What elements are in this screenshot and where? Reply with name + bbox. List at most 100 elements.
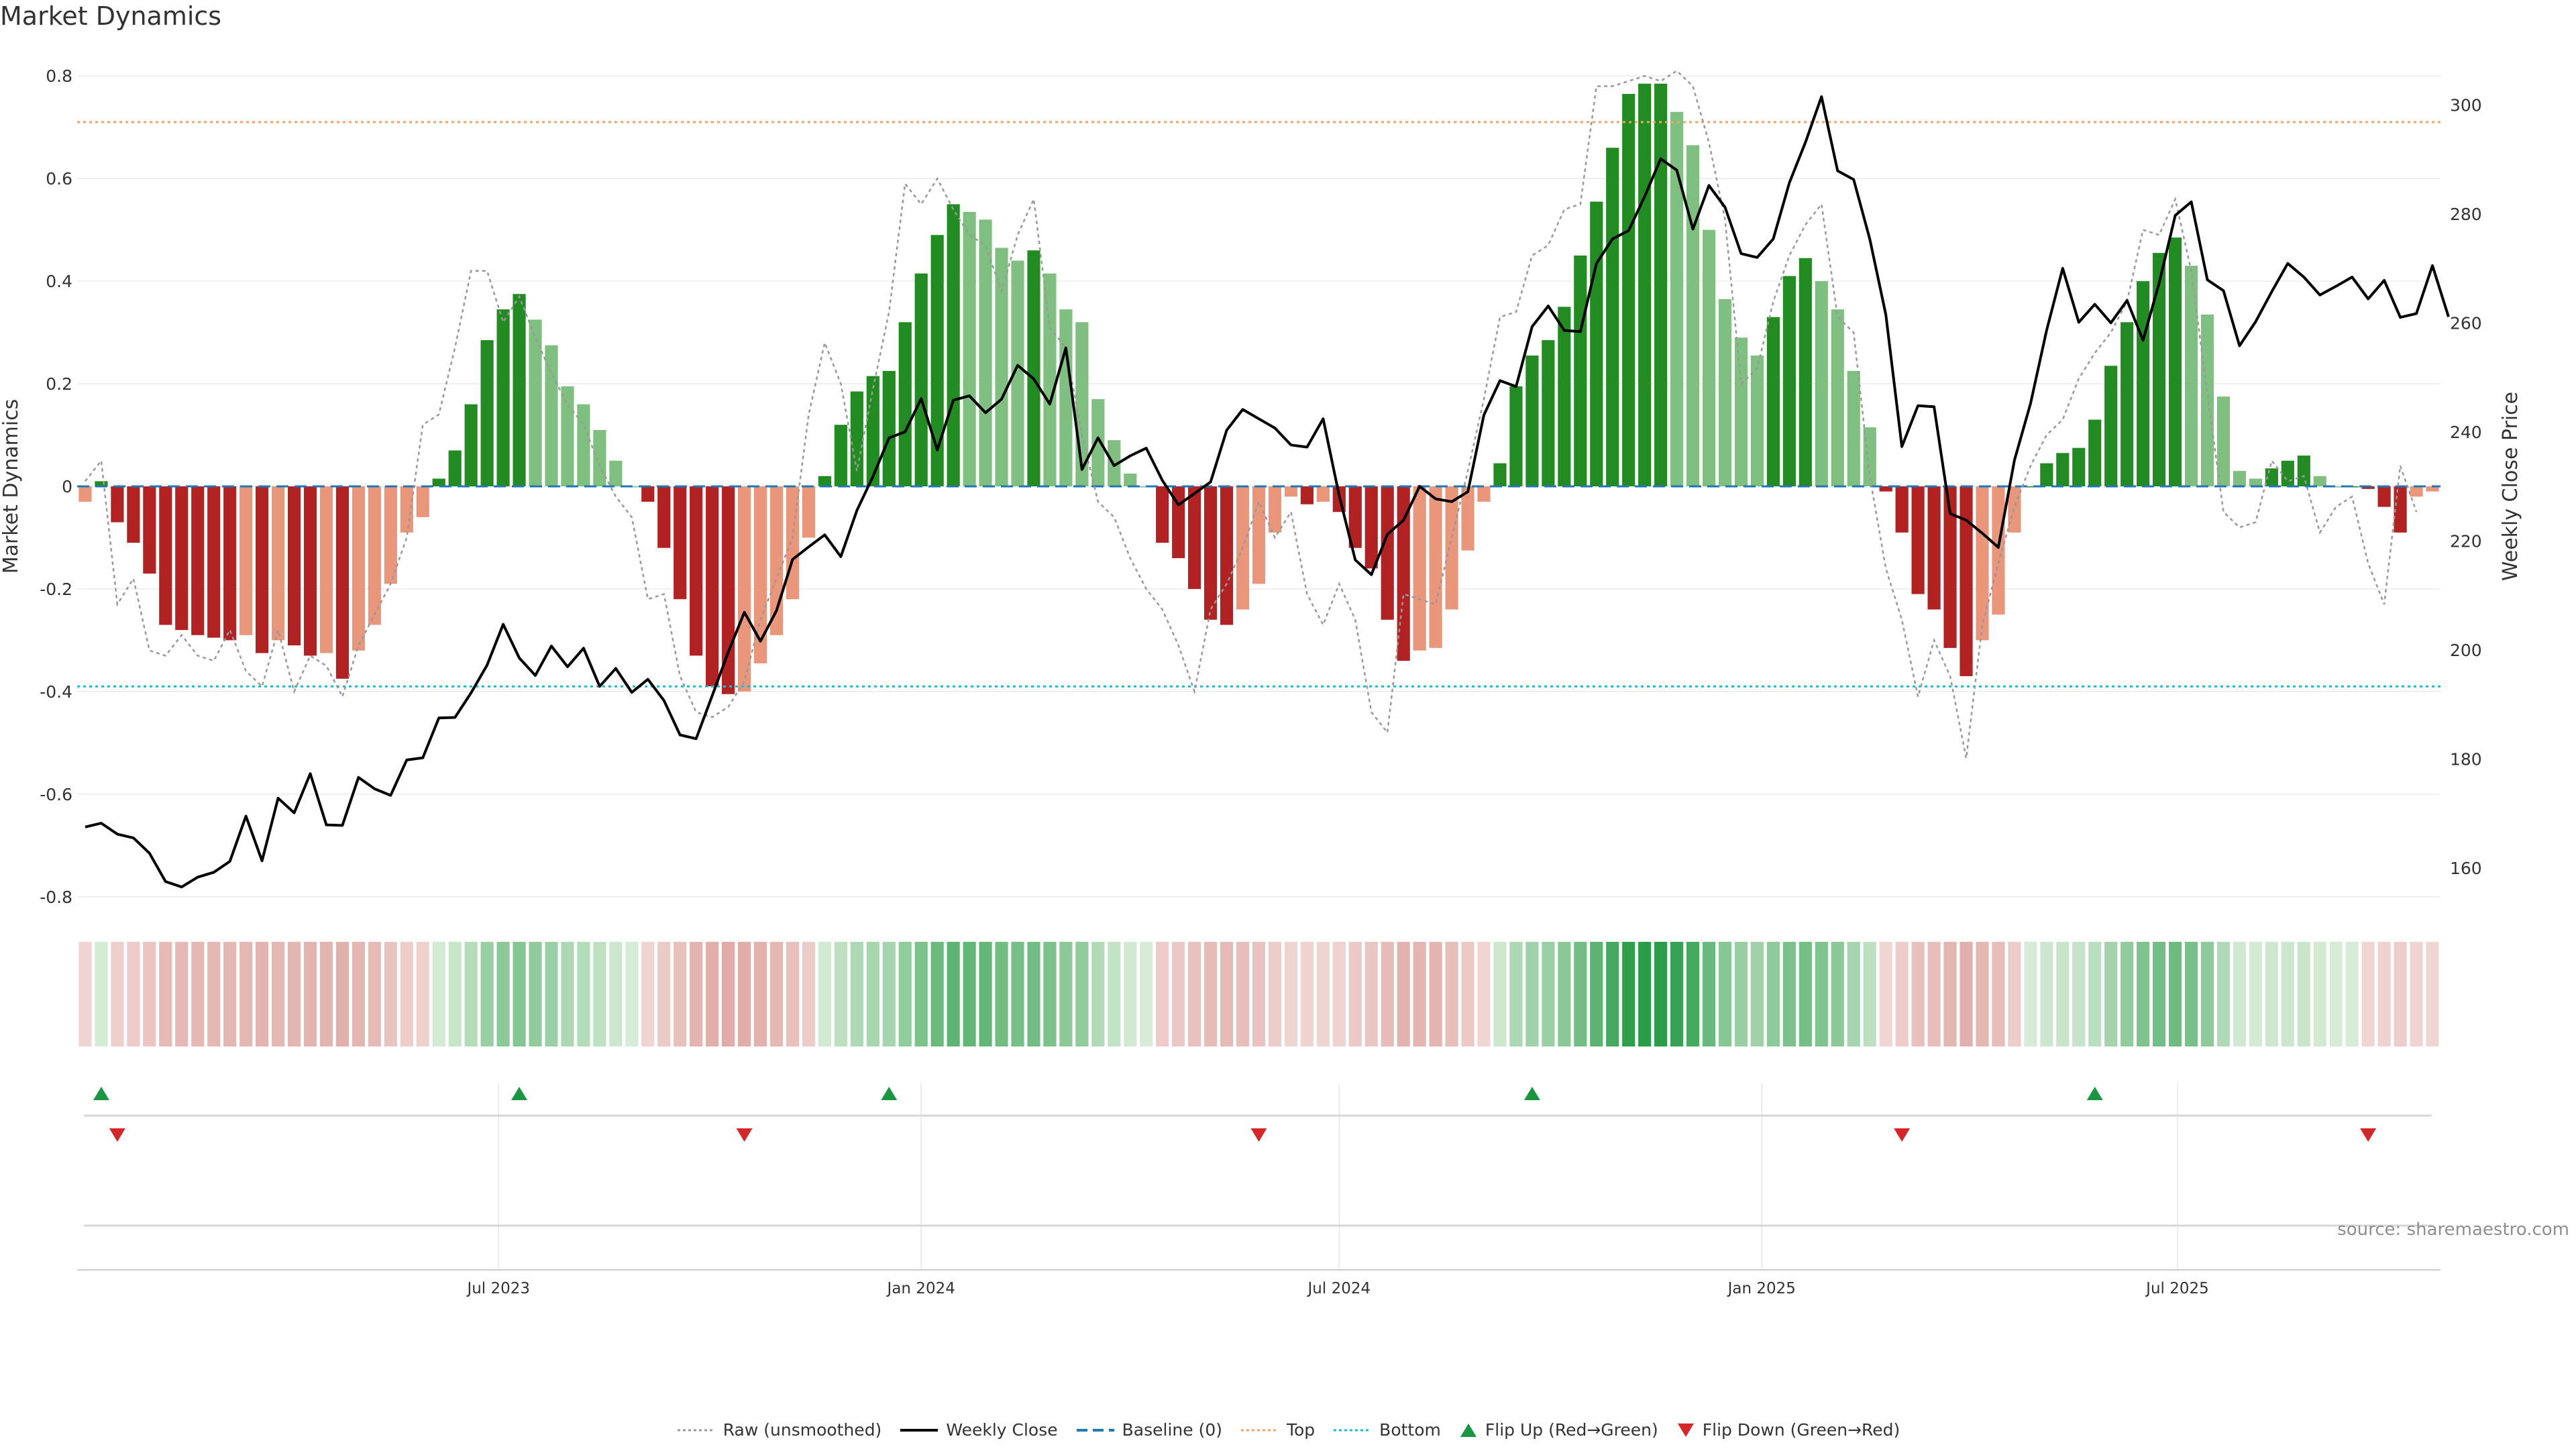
ribbon-cell: [1558, 942, 1571, 1046]
bar: [2104, 366, 2118, 486]
flip-down-marker: [1894, 1128, 1911, 1142]
x-tick-label: Jan 2025: [1727, 1280, 1796, 1297]
y2-tick-label: 220: [2450, 531, 2482, 551]
y-tick-label: 0.6: [46, 169, 72, 189]
bar: [223, 486, 237, 641]
ribbon-cell: [866, 942, 879, 1046]
bar: [1831, 309, 1844, 486]
legend-label: Bottom: [1379, 1420, 1441, 1440]
ribbon-cell: [1638, 942, 1652, 1046]
bar: [1300, 486, 1313, 504]
bar: [1638, 83, 1652, 487]
ribbon-cell: [191, 942, 205, 1046]
weekly-close-line: [85, 95, 2450, 889]
bar: [1542, 340, 1555, 486]
dotted-orange-line-icon: [1240, 1429, 1279, 1431]
ribbon-cell: [1766, 942, 1780, 1046]
bar: [1606, 148, 1619, 486]
bar: [657, 486, 671, 548]
ribbon-cell: [1075, 942, 1089, 1046]
flip-up-marker: [881, 1087, 898, 1100]
bar: [882, 370, 896, 486]
ribbon-cell: [2088, 942, 2102, 1046]
ribbon-cell: [1027, 942, 1040, 1046]
ribbon-cell: [1268, 942, 1282, 1046]
y2-tick-label: 200: [2450, 641, 2482, 660]
bar: [1622, 94, 1635, 486]
ribbon-cell: [738, 942, 751, 1046]
flip-down-marker: [736, 1128, 753, 1142]
ribbon-cell: [1622, 942, 1635, 1046]
bar: [2200, 314, 2214, 486]
bar: [2329, 486, 2343, 488]
ribbon-cell: [1348, 942, 1362, 1046]
ribbon-cell: [1124, 942, 1137, 1046]
bar: [2121, 322, 2134, 486]
bar: [1381, 486, 1394, 620]
bar: [303, 486, 317, 656]
ribbon-cell: [1879, 942, 1892, 1046]
ribbon-cell: [2153, 942, 2166, 1046]
x-tick-label: Jan 2024: [886, 1280, 955, 1297]
y-tick-label: -0.2: [40, 580, 72, 599]
bar: [979, 219, 992, 486]
bar: [2024, 486, 2037, 488]
reference-lines: [77, 121, 2440, 688]
bar: [1059, 309, 1073, 486]
ribbon-cell: [1316, 942, 1330, 1046]
bar: [802, 486, 816, 538]
bars: [78, 83, 2439, 694]
ribbon-cell: [1686, 942, 1700, 1046]
ribbon-cell: [625, 942, 639, 1046]
ribbon-cell: [818, 942, 832, 1046]
bar: [1493, 463, 1507, 486]
ribbon-cell: [2137, 942, 2150, 1046]
ribbon-cell: [2008, 942, 2021, 1046]
bar: [159, 486, 172, 625]
ribbon-cell: [2426, 942, 2439, 1046]
ribbon-cell: [1204, 942, 1218, 1046]
bar: [2056, 453, 2070, 486]
legend-item-bottom: Bottom: [1332, 1420, 1441, 1440]
ribbon-cell: [335, 942, 350, 1046]
y2-tick-label: 280: [2450, 205, 2482, 224]
flip-down-marker: [109, 1128, 125, 1142]
bar: [1348, 486, 1362, 548]
ribbon-cell: [979, 942, 992, 1046]
ribbon-cell: [1574, 942, 1587, 1046]
ribbon-cell: [1461, 942, 1474, 1046]
ribbon-cell: [448, 942, 462, 1046]
x-tick-label: Jul 2024: [1307, 1280, 1371, 1297]
ribbon-cell: [1108, 942, 1121, 1046]
bar: [1445, 486, 1458, 610]
bar: [335, 486, 350, 679]
ribbon-cell: [1670, 942, 1684, 1046]
bar: [2184, 266, 2198, 486]
bar: [834, 425, 847, 486]
bar: [1027, 250, 1040, 486]
bar: [1702, 229, 1716, 486]
ribbon-cell: [577, 942, 590, 1046]
bar: [1011, 260, 1024, 486]
ribbon-cell: [1493, 942, 1507, 1046]
bar: [1750, 356, 1764, 486]
bar: [2313, 476, 2326, 486]
ribbon-cell: [95, 942, 108, 1046]
ribbon-cell: [207, 942, 221, 1046]
ribbon-cell: [2072, 942, 2086, 1046]
legend-item-weekly-close: Weekly Close: [899, 1420, 1058, 1440]
y-tick-label: -0.8: [40, 888, 72, 907]
ribbon-cell: [1750, 942, 1764, 1046]
bar: [1558, 307, 1571, 486]
ribbon-cell: [947, 942, 960, 1046]
ribbon-cell: [2024, 942, 2037, 1046]
ribbon-cell: [1815, 942, 1828, 1046]
legend-label: Raw (unsmoothed): [722, 1420, 882, 1440]
ribbon-cell: [1236, 942, 1250, 1046]
bar: [1670, 111, 1684, 486]
bar: [818, 476, 832, 486]
bar: [1590, 201, 1603, 486]
ribbon-cell: [239, 942, 253, 1046]
legend-label: Flip Down (Green→Red): [1702, 1420, 1900, 1440]
ribbon-cell: [480, 942, 494, 1046]
